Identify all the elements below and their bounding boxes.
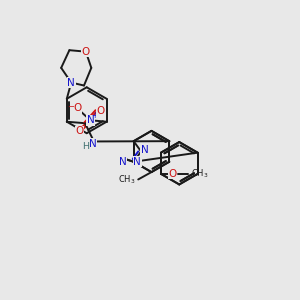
Text: N: N <box>133 157 141 167</box>
Text: O: O <box>74 103 82 113</box>
Text: O: O <box>169 169 177 179</box>
Text: N: N <box>88 139 96 148</box>
Text: N: N <box>86 115 94 125</box>
Text: N: N <box>67 78 75 88</box>
Text: +: + <box>92 111 98 120</box>
Text: CH$_3$: CH$_3$ <box>191 168 209 180</box>
Text: −: − <box>67 102 74 111</box>
Text: O: O <box>82 47 90 57</box>
Text: CH$_3$: CH$_3$ <box>118 174 136 186</box>
Text: O: O <box>75 126 83 136</box>
Text: N: N <box>119 157 127 167</box>
Text: N: N <box>141 145 148 155</box>
Text: H: H <box>82 142 89 151</box>
Text: O: O <box>96 106 104 116</box>
